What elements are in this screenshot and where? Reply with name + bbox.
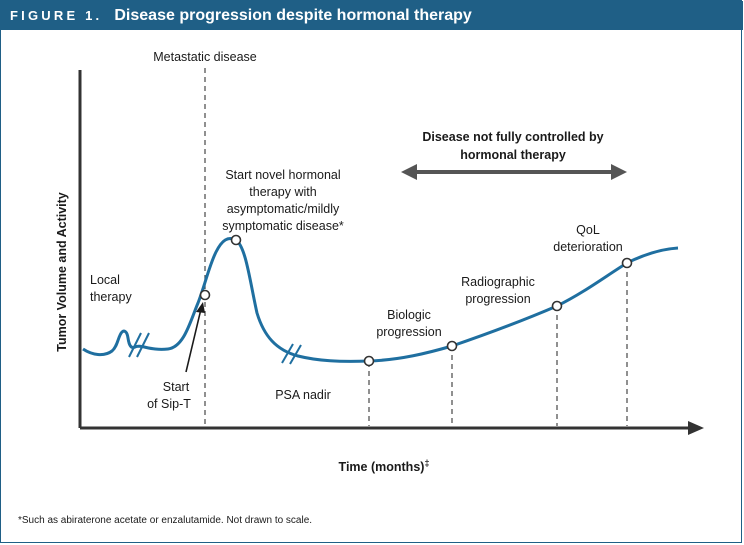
sipt-marker [199,289,211,301]
footnote: *Such as abiraterone acetate or enzaluta… [18,515,313,526]
figure-title: Disease progression despite hormonal the… [114,6,472,24]
qol-label-2: deterioration [553,240,623,254]
biologic-marker [363,355,375,367]
figure-header: FIGURE 1. Disease progression despite ho… [1,1,743,30]
not-controlled-label-2: hormonal therapy [460,148,566,162]
not-controlled-arrow-left [401,164,417,180]
local-therapy-label-1: Local [90,273,120,287]
break-mark-1a [128,332,142,358]
sipt-pointer-head [196,302,205,313]
break-mark-2b [289,344,302,365]
radiographic-label-2: progression [465,292,530,306]
figure-number: FIGURE 1. [10,8,103,23]
qol-marker-1 [551,300,563,312]
novel-therapy-label-2: therapy with [249,185,316,199]
novel-therapy-label-4: symptomatic disease* [222,219,344,233]
break-mark-1b [136,332,150,358]
radiographic-label-1: Radiographic [461,275,535,289]
y-axis-label: Tumor Volume and Activity [55,192,69,352]
qol-label-1: QoL [576,223,600,237]
qol-marker-2 [621,257,633,269]
novel-therapy-marker [230,234,242,246]
disease-curve [82,237,679,363]
not-controlled-arrow-right [611,164,627,180]
biologic-label-2: progression [376,325,441,339]
not-controlled-label-1: Disease not fully controlled by [422,130,603,144]
psa-nadir-label: PSA nadir [275,388,331,402]
sipt-label-1: Start [163,380,190,394]
novel-therapy-label-3: asymptomatic/mildly [227,202,340,216]
radiographic-marker [446,340,458,352]
novel-therapy-label-1: Start novel hormonal [225,168,340,182]
break-mark-2a [281,343,294,364]
x-axis-arrowhead [688,421,704,435]
metastatic-label: Metastatic disease [153,50,257,64]
x-axis-label: Time (months)‡ [339,458,430,474]
sipt-pointer-line [185,308,202,373]
local-therapy-label-2: therapy [90,290,132,304]
sipt-label-2: of Sip-T [147,397,191,411]
biologic-label-1: Biologic [387,308,431,322]
